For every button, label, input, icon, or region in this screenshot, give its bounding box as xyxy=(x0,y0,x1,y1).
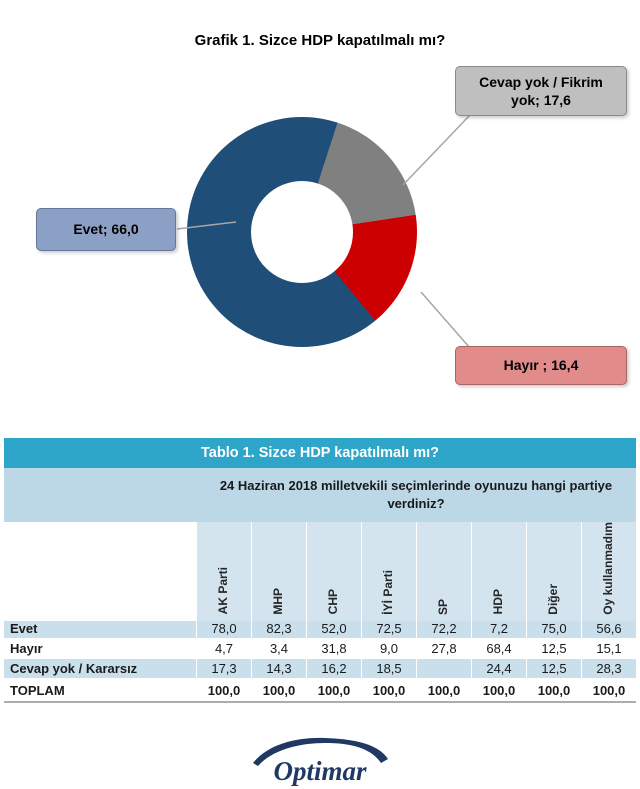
table-row-evet: Evet 78,0 82,3 52,0 72,5 72,2 7,2 75,0 5… xyxy=(4,618,636,638)
row-label: Hayır xyxy=(10,641,43,656)
column-header-label: MHP xyxy=(271,588,286,615)
table-title: Tablo 1. Sizce HDP kapatılmalı mı? xyxy=(4,438,636,468)
table-row-toplam: TOPLAM 100,0 100,0 100,0 100,0 100,0 100… xyxy=(4,678,636,701)
header-corner-cell xyxy=(4,522,196,621)
table-cell xyxy=(416,659,471,678)
table-corner-cell xyxy=(4,468,196,522)
table-cell: 14,3 xyxy=(251,659,306,678)
donut-chart xyxy=(187,117,417,347)
row-label: TOPLAM xyxy=(10,682,65,698)
table-cell: 17,3 xyxy=(196,659,251,678)
table-cell: 27,8 xyxy=(416,639,471,658)
table-question: 24 Haziran 2018 milletvekili seçimlerind… xyxy=(219,477,613,511)
table-row-cevap-yok: Cevap yok / Kararsız 17,3 14,3 16,2 18,5… xyxy=(4,658,636,678)
column-header-label: SP xyxy=(436,598,451,615)
column-header-ak-parti: AK Parti xyxy=(196,522,251,621)
table-cell: 75,0 xyxy=(526,619,581,638)
table-cell: 82,3 xyxy=(251,619,306,638)
table-cell: 16,2 xyxy=(306,659,361,678)
table-cell: 12,5 xyxy=(526,659,581,678)
table-row-hayir: Hayır 4,7 3,4 31,8 9,0 27,8 68,4 12,5 15… xyxy=(4,638,636,658)
callout-hayir: Hayır ; 16,4 xyxy=(455,346,627,385)
table-cell: 100,0 xyxy=(196,679,251,701)
column-header-hdp: HDP xyxy=(471,522,526,621)
table-cell: 24,4 xyxy=(471,659,526,678)
column-header-label: AK Parti xyxy=(216,567,231,615)
callout-cevap-yok-label: Cevap yok / Fikrim yok; 17,6 xyxy=(479,73,603,108)
leader-line-cevap-yok xyxy=(402,114,471,186)
column-header-chp: CHP xyxy=(306,522,361,621)
table-cell: 100,0 xyxy=(416,679,471,701)
table-cell: 78,0 xyxy=(196,619,251,638)
callout-evet-label: Evet; 66,0 xyxy=(73,221,139,238)
table-cell: 18,5 xyxy=(361,659,416,678)
column-header-diger: Diğer xyxy=(526,522,581,621)
donut-hole xyxy=(251,181,353,283)
table-cell: 56,6 xyxy=(581,619,636,638)
callout-cevap-yok: Cevap yok / Fikrim yok; 17,6 xyxy=(455,66,627,116)
optimar-logo-graphic: Optimar xyxy=(253,737,388,786)
table-cell: 52,0 xyxy=(306,619,361,638)
table-header-row: AK Parti MHP CHP İYİ Parti SP HDP Diğer … xyxy=(4,522,636,621)
column-header-label: CHP xyxy=(326,589,341,615)
column-header-label: Diğer xyxy=(546,584,561,615)
column-header-sp: SP xyxy=(416,522,471,621)
column-header-label: Oy kullanmadım xyxy=(601,522,616,615)
table-cell: 3,4 xyxy=(251,639,306,658)
logo-swoosh xyxy=(253,737,388,766)
table-cell: 100,0 xyxy=(361,679,416,701)
logo-text: Optimar xyxy=(273,756,367,786)
chart-title: Grafik 1. Sizce HDP kapatılmalı mı? xyxy=(194,32,446,49)
pie-chart-section: Grafik 1. Sizce HDP kapatılmalı mı? Ceva… xyxy=(36,32,627,385)
table-cell: 9,0 xyxy=(361,639,416,658)
leader-line-hayir xyxy=(420,291,471,349)
table-cell: 100,0 xyxy=(306,679,361,701)
row-label: Evet xyxy=(10,621,38,636)
column-header-mhp: MHP xyxy=(251,522,306,621)
table-cell: 100,0 xyxy=(471,679,526,701)
table-cell: 100,0 xyxy=(581,679,636,701)
table-cell: 15,1 xyxy=(581,639,636,658)
row-label: Cevap yok / Kararsız xyxy=(10,661,138,676)
table-cell: 4,7 xyxy=(196,639,251,658)
table-cell: 72,5 xyxy=(361,619,416,638)
table-cell: 31,8 xyxy=(306,639,361,658)
callout-hayir-label: Hayır ; 16,4 xyxy=(503,357,579,374)
column-header-oy-kullanmadim: Oy kullanmadım xyxy=(581,522,636,621)
column-header-iyi-parti: İYİ Parti xyxy=(361,522,416,621)
column-header-label: İYİ Parti xyxy=(381,570,396,615)
column-header-label: HDP xyxy=(491,589,506,615)
table-cell: 100,0 xyxy=(251,679,306,701)
table-cell: 100,0 xyxy=(526,679,581,701)
callout-evet: Evet; 66,0 xyxy=(36,208,176,251)
table-cell: 28,3 xyxy=(581,659,636,678)
table-cell: 72,2 xyxy=(416,619,471,638)
table-cell: 12,5 xyxy=(526,639,581,658)
table-section: Tablo 1. Sizce HDP kapatılmalı mı? 24 Ha… xyxy=(4,438,636,703)
table-question-row: 24 Haziran 2018 milletvekili seçimlerind… xyxy=(4,468,636,522)
table-cell: 7,2 xyxy=(471,619,526,638)
table-cell: 68,4 xyxy=(471,639,526,658)
optimar-logo: Optimar xyxy=(245,735,395,787)
